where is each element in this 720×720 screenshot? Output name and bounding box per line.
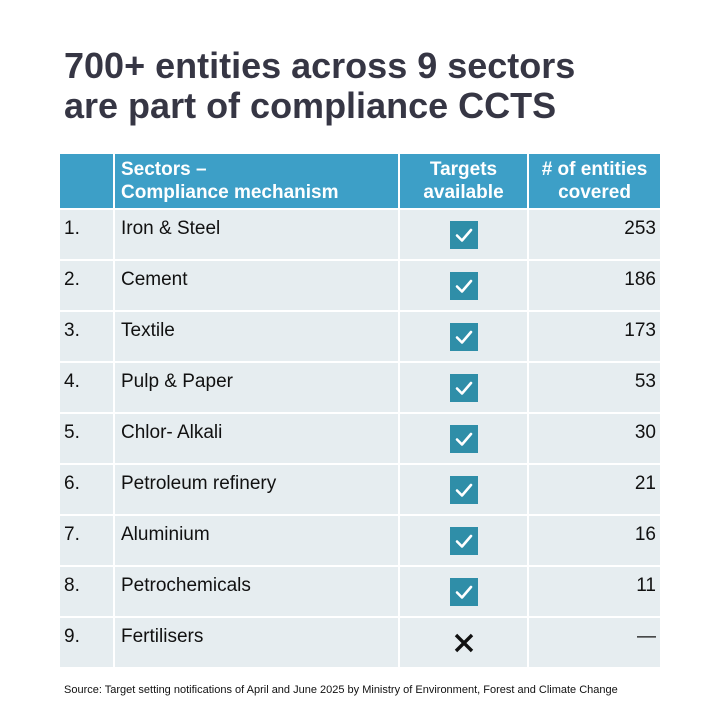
target-status bbox=[400, 465, 527, 514]
table-body: 1. Iron & Steel 253 2. Cement 186 3. Textile 173… bbox=[60, 210, 660, 667]
sector-name: Aluminium bbox=[115, 516, 398, 565]
entity-count: 173 bbox=[529, 312, 660, 361]
checkmark-icon bbox=[449, 323, 478, 351]
header-sectors: Sectors – Compliance mechanism bbox=[115, 154, 398, 208]
entity-count: — bbox=[529, 618, 660, 667]
header-targets-line1: Targets bbox=[429, 159, 498, 180]
target-status bbox=[400, 414, 527, 463]
table-row: 4. Pulp & Paper 53 bbox=[60, 363, 660, 412]
table-row: 9. Fertilisers — bbox=[60, 618, 660, 667]
target-status bbox=[400, 516, 527, 565]
sector-name: Textile bbox=[115, 312, 398, 361]
row-number: 4. bbox=[60, 363, 113, 412]
row-number: 6. bbox=[60, 465, 113, 514]
entity-count: 186 bbox=[529, 261, 660, 310]
sector-name: Pulp & Paper bbox=[115, 363, 398, 412]
row-number: 2. bbox=[60, 261, 113, 310]
table-row: 1. Iron & Steel 253 bbox=[60, 210, 660, 259]
checkmark-icon bbox=[449, 527, 478, 555]
target-status bbox=[400, 312, 527, 361]
target-status bbox=[400, 210, 527, 259]
header-entities: # of entities covered bbox=[529, 154, 660, 208]
row-number: 3. bbox=[60, 312, 113, 361]
row-number: 7. bbox=[60, 516, 113, 565]
checkmark-icon bbox=[449, 272, 478, 300]
source-note: Source: Target setting notifications of … bbox=[64, 684, 618, 696]
header-number bbox=[60, 154, 113, 208]
header-entities-line1: # of entities bbox=[541, 159, 648, 180]
row-number: 1. bbox=[60, 210, 113, 259]
entity-count: 30 bbox=[529, 414, 660, 463]
entity-count: 16 bbox=[529, 516, 660, 565]
header-targets: Targets available bbox=[400, 154, 527, 208]
header-targets-line2: available bbox=[423, 182, 504, 203]
sector-name: Iron & Steel bbox=[115, 210, 398, 259]
table-row: 6. Petroleum refinery 21 bbox=[60, 465, 660, 514]
cross-icon bbox=[450, 629, 478, 657]
checkmark-icon bbox=[449, 374, 478, 402]
table-row: 2. Cement 186 bbox=[60, 261, 660, 310]
table-row: 5. Chlor- Alkali 30 bbox=[60, 414, 660, 463]
checkmark-icon bbox=[449, 425, 478, 453]
title-line-2: are part of compliance CCTS bbox=[64, 85, 557, 126]
page-title: 700+ entities across 9 sectors are part … bbox=[64, 46, 684, 126]
checkmark-icon bbox=[449, 221, 478, 249]
sector-name: Petroleum refinery bbox=[115, 465, 398, 514]
table-header-row: Sectors – Compliance mechanism Targets a… bbox=[60, 154, 660, 208]
table-row: 7. Aluminium 16 bbox=[60, 516, 660, 565]
entity-count: 21 bbox=[529, 465, 660, 514]
entity-count: 11 bbox=[529, 567, 660, 616]
target-status bbox=[400, 363, 527, 412]
target-status bbox=[400, 618, 527, 667]
title-line-1: 700+ entities across 9 sectors bbox=[64, 45, 576, 86]
sector-name: Petrochemicals bbox=[115, 567, 398, 616]
header-sectors-line2: Compliance mechanism bbox=[121, 182, 339, 203]
checkmark-icon bbox=[449, 578, 478, 606]
table-row: 8. Petrochemicals 11 bbox=[60, 567, 660, 616]
sector-name: Fertilisers bbox=[115, 618, 398, 667]
entity-count: 53 bbox=[529, 363, 660, 412]
row-number: 5. bbox=[60, 414, 113, 463]
row-number: 9. bbox=[60, 618, 113, 667]
target-status bbox=[400, 261, 527, 310]
header-sectors-line1: Sectors – bbox=[121, 159, 207, 180]
sectors-table: Sectors – Compliance mechanism Targets a… bbox=[58, 152, 662, 669]
sector-name: Cement bbox=[115, 261, 398, 310]
checkmark-icon bbox=[449, 476, 478, 504]
target-status bbox=[400, 567, 527, 616]
sector-name: Chlor- Alkali bbox=[115, 414, 398, 463]
header-entities-line2: covered bbox=[558, 182, 631, 203]
table-row: 3. Textile 173 bbox=[60, 312, 660, 361]
entity-count: 253 bbox=[529, 210, 660, 259]
row-number: 8. bbox=[60, 567, 113, 616]
